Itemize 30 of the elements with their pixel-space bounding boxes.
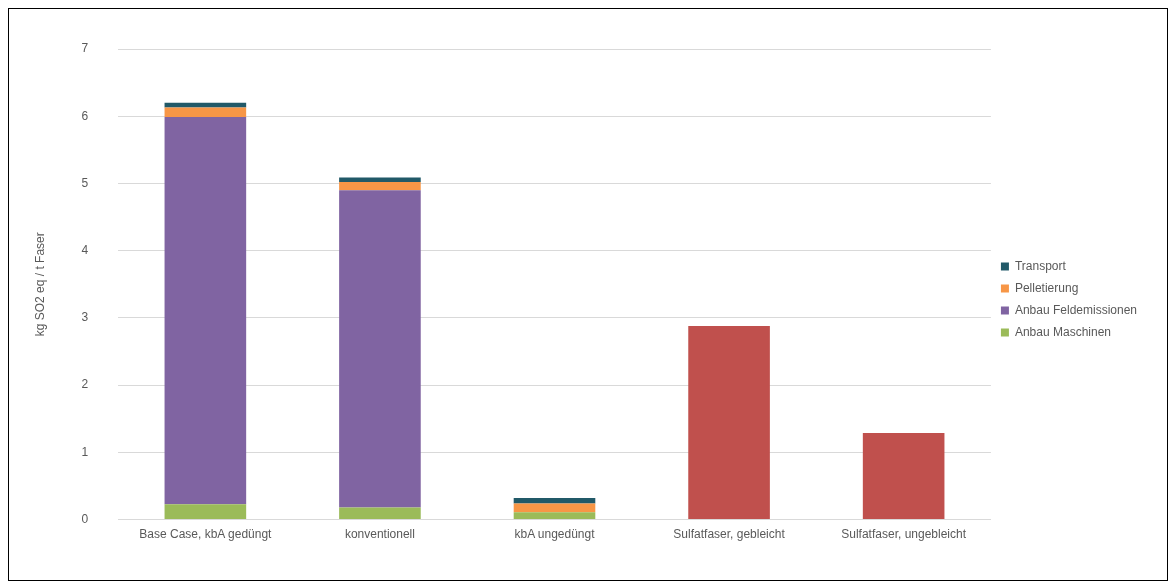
y-tick-label: 3 (81, 310, 89, 325)
y-tick-label: 2 (81, 377, 89, 392)
bar (339, 507, 421, 520)
bar (513, 498, 596, 504)
bar (688, 325, 770, 520)
bar (339, 190, 421, 508)
x-tick-label: kbA ungedüngt (514, 527, 596, 542)
bar (164, 107, 247, 117)
bar (339, 177, 421, 183)
y-tick-label: 0 (81, 511, 89, 526)
bar (164, 504, 247, 520)
x-tick-label: Sulfatfaser, ungebleicht (841, 527, 967, 542)
bar (862, 432, 945, 520)
bar (164, 116, 247, 505)
y-tick-label: 1 (81, 444, 89, 459)
legend-label: Pelletierung (1014, 280, 1079, 295)
y-tick-label: 7 (81, 41, 89, 56)
y-axis-title: kg SO2 eq / t Faser (32, 232, 47, 337)
y-tick-label: 5 (81, 175, 89, 190)
legend-label: Anbau Feldemissionen (1014, 302, 1137, 317)
legend-label: Anbau Maschinen (1014, 324, 1111, 339)
bar (339, 182, 421, 191)
x-tick-label: Sulfatfaser, gebleicht (673, 527, 786, 542)
bar (513, 503, 596, 513)
y-tick-label: 6 (81, 108, 89, 123)
legend-label: Transport (1014, 258, 1067, 273)
x-tick-label: konventionell (344, 527, 415, 542)
y-tick-label: 4 (81, 243, 89, 257)
x-tick-label: Base Case, kbA gedüngt (139, 527, 273, 542)
bar (513, 512, 596, 520)
